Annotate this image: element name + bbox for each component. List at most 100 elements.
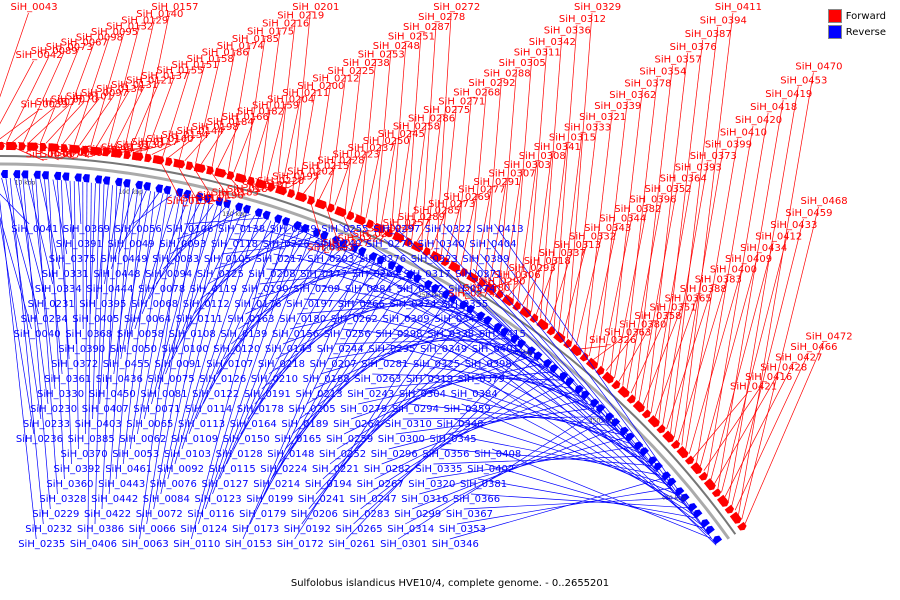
reverse-gene-arrow [667,477,677,487]
forward-gene-label: SiH_0382 [614,204,661,215]
forward-gene-arrow [346,210,355,221]
leader-line [141,198,189,315]
leader-line [12,107,54,143]
leader-line [494,223,714,542]
leader-line [460,195,477,267]
leader-line [140,12,170,153]
reverse-gene-arrow [712,535,723,545]
reverse-gene-label: SiH_0355 [441,299,488,310]
reverse-gene-label: SiH_0405 [72,314,119,325]
leader-line [386,226,401,230]
reverse-gene-label: SiH_0064 [124,314,171,325]
forward-gene-label: SiH_0157 [151,2,198,13]
leader-line [179,215,255,345]
leader-line [626,195,663,390]
leader-line [436,12,452,253]
forward-gene-label: SiH_0412 [755,232,802,243]
forward-gene-label: SiH_0257 [383,218,430,229]
leader-line [677,275,729,442]
forward-gene-label: SiH_0466 [790,342,837,353]
forward-gene-label: SiH_0245 [378,129,425,140]
reverse-gene-label: SiH_0449 [101,254,148,265]
forward-gene-arrow [684,455,695,465]
leader-line [440,448,652,466]
reverse-gene-label: SiH_0265 [336,524,383,535]
leader-line [118,147,150,151]
reverse-gene-label: SiH_0113 [178,419,225,430]
reverse-gene-label: SiH_0264 [333,419,380,430]
leader-line [692,392,749,459]
leader-line [451,313,667,482]
forward-gene-arrow [357,215,366,226]
reverse-gene-label: SiH_0119 [190,284,237,295]
reverse-gene-label: SiH_0389 [462,254,509,265]
forward-gene-label: SiH_0472 [806,331,853,342]
forward-gene-arrow [698,471,708,481]
leader-line [173,158,200,205]
forward-gene-label: SiH_0373 [690,151,737,162]
leader-line [280,238,425,287]
forward-gene-label: SiH_0237 [348,143,395,154]
forward-gene-label: SiH_0187 [227,184,274,195]
reverse-gene-label: SiH_0455 [103,359,150,370]
leader-line [85,182,88,435]
leader-line [535,258,558,315]
leader-line [270,278,410,480]
leader-line [214,235,316,270]
forward-gene-label: SiH_0174 [217,41,264,52]
forward-gene-label: SiH_0376 [670,42,717,53]
forward-gene-arrow [611,379,621,390]
reverse-gene-label: SiH_0197 [286,299,333,310]
reverse-gene-label: SiH_0234 [21,314,68,325]
reverse-gene-arrow [163,185,172,195]
reverse-gene-arrow [580,390,590,400]
reverse-gene-label: SiH_0063 [122,539,169,550]
forward-gene-arrow [546,326,556,336]
leader-line [0,12,29,98]
reverse-gene-arrow [175,188,184,197]
leader-line [252,262,379,300]
reverse-gene-label: SiH_0310 [385,419,432,430]
forward-gene-arrow [395,233,404,243]
leader-line [329,333,501,465]
leader-line [365,146,382,219]
reverse-gene-label: SiH_0180 [279,314,326,325]
leader-line [195,224,284,420]
reverse-gene-label: SiH_0270 [366,239,413,250]
leader-line [68,144,105,156]
leader-line [255,177,276,188]
forward-gene-label: SiH_0428 [760,362,807,373]
forward-gene-label: SiH_0183 [212,188,259,199]
reverse-gene-label: SiH_0403 [75,419,122,430]
forward-gene-label: SiH_0251 [388,32,435,43]
forward-gene-label: SiH_0248 [373,41,420,52]
forward-gene-arrow [326,203,335,213]
reverse-gene-arrow [543,358,553,369]
reverse-gene-label: SiH_0120 [213,344,260,355]
reverse-gene-label: SiH_0316 [401,494,448,505]
reverse-gene-arrow [590,398,600,408]
forward-gene-label: SiH_0130 [116,140,163,151]
reverse-gene-label: SiH_0302 [397,284,444,295]
leader-line [477,478,696,519]
reverse-gene-label: SiH_0114 [185,404,232,415]
leader-line [167,209,235,480]
reverse-gene-label: SiH_0391 [56,239,103,250]
reverse-gene-label: SiH_0122 [192,389,239,400]
leader-line [129,193,168,450]
forward-gene-label: SiH_0339 [594,101,641,112]
leader-line [85,145,120,154]
leader-line [26,178,54,285]
leader-line [670,26,719,433]
forward-gene-arrow [384,228,393,238]
reverse-gene-arrow [254,208,263,218]
forward-gene-arrow [177,159,186,169]
leader-line [69,180,77,345]
forward-gene-label: SiH_0121 [126,76,173,87]
leader-line [0,193,30,225]
reverse-gene-arrow [82,174,90,183]
leader-line [498,69,517,290]
reverse-gene-label: SiH_0379 [458,374,505,385]
leader-line [339,207,356,245]
leader-line [375,51,392,223]
